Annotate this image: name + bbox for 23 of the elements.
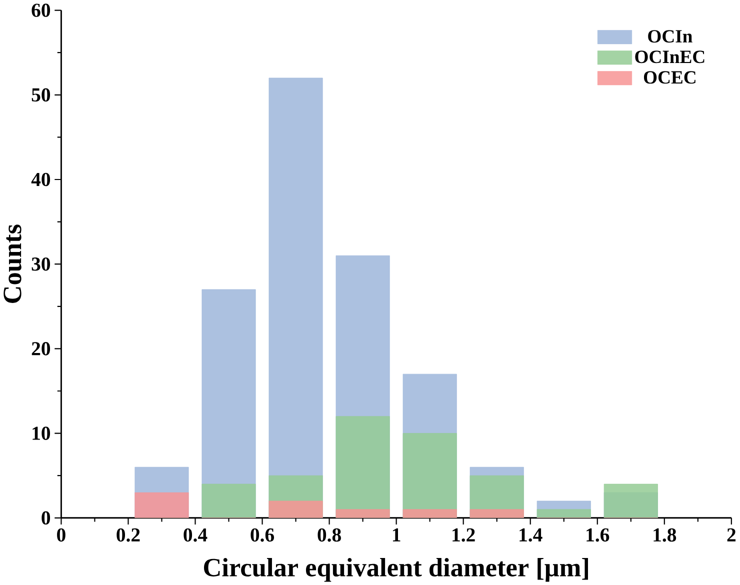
- x-axis-title: Circular equivalent diameter [μm]: [204, 558, 588, 582]
- x-tick-label: 1: [392, 528, 400, 542]
- x-tick-label: 0.8: [318, 528, 341, 542]
- x-tick-label: 1.4: [520, 528, 542, 542]
- y-tick-label: 20: [32, 342, 50, 356]
- x-tick-label: 0: [57, 528, 66, 542]
- x-tick-label: 0.6: [250, 528, 274, 542]
- legend-label: OCInEC: [635, 50, 704, 63]
- x-tick-label: 1.6: [586, 528, 610, 542]
- legend-label: OCIn: [648, 30, 692, 42]
- x-tick-label: 2: [727, 528, 736, 542]
- y-tick-label: 40: [31, 172, 50, 186]
- x-tick-label: 1.8: [654, 528, 676, 542]
- legend-label: OCEC: [644, 70, 696, 84]
- y-axis-title: Counts: [4, 224, 22, 303]
- y-tick-label: 10: [32, 426, 50, 440]
- y-tick-label: 0: [42, 511, 50, 524]
- x-tick-label: 0.2: [116, 528, 140, 542]
- y-tick-label: 30: [32, 257, 50, 271]
- x-tick-label: 1.2: [452, 528, 475, 542]
- y-tick-label: 50: [32, 88, 50, 102]
- x-tick-label: 0.4: [184, 528, 208, 542]
- y-tick-label: 60: [32, 3, 50, 17]
